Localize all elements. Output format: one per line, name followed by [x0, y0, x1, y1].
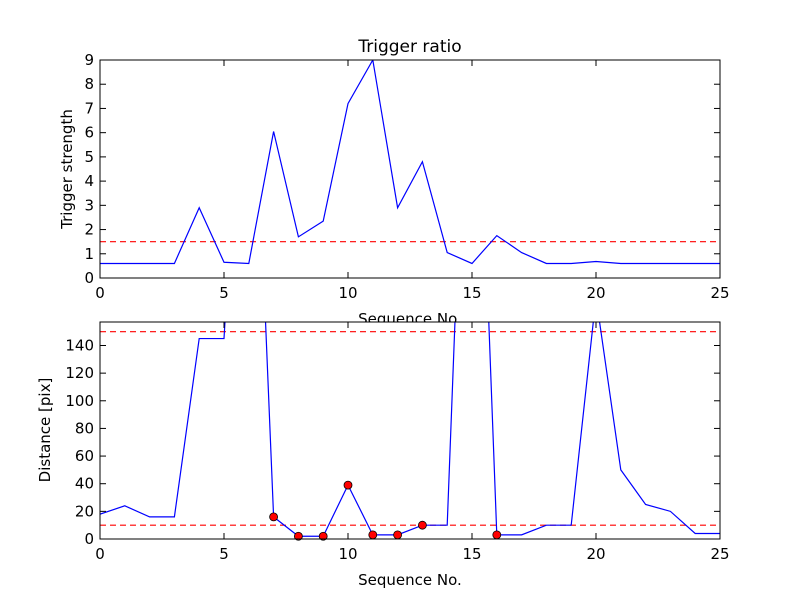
plot-content [100, 322, 720, 537]
x-tick-label: 15 [462, 284, 481, 302]
data-point-marker [417, 520, 427, 530]
data-point-marker [293, 531, 303, 541]
y-tick-label: 120 [65, 364, 94, 382]
data-point-marker [368, 530, 378, 540]
y-tick-label: 140 [65, 336, 94, 354]
data-point-marker [393, 530, 403, 540]
plot-area [100, 322, 720, 539]
data-point-marker [343, 480, 353, 490]
trigger-ratio-subplot: Trigger ratio Sequence No. Trigger stren… [58, 37, 730, 328]
y-tick-label: 8 [84, 75, 94, 93]
x-tick-label: 0 [95, 284, 105, 302]
series-line [100, 322, 720, 537]
data-point-marker [318, 531, 328, 541]
x-tick-label: 5 [219, 545, 229, 563]
x-tick-label: 20 [586, 545, 605, 563]
y-tick-label: 40 [75, 475, 94, 493]
y-tick-label: 3 [84, 196, 94, 214]
y-tick-label: 4 [84, 172, 94, 190]
axes-frame [99, 321, 721, 540]
distance-subplot: Sequence No. Distance [pix] 0 5 10 15 20 25 0 2… [36, 321, 730, 589]
y-tick-label: 0 [84, 269, 94, 287]
x-tick-label: 25 [710, 545, 729, 563]
y-tick-label: 6 [84, 124, 94, 142]
x-tick-label: 0 [95, 545, 105, 563]
chart-title: Trigger ratio [357, 37, 461, 57]
series-line [100, 60, 720, 265]
x-tick-label: 15 [462, 545, 481, 563]
y-tick-label: 2 [84, 221, 94, 239]
y-tick-label: 0 [84, 530, 94, 548]
y-tick-label: 5 [84, 148, 94, 166]
plot-area [100, 60, 720, 278]
data-point-marker [269, 512, 279, 522]
y-tick-label: 60 [75, 447, 94, 465]
axes-frame [99, 59, 721, 279]
data-point-marker [492, 530, 502, 540]
y-tick-label: 80 [75, 419, 94, 437]
plot-content [100, 60, 720, 265]
y-tick-label: 9 [84, 51, 94, 69]
x-tick-label: 10 [338, 284, 357, 302]
y-axis-label: Trigger strength [58, 109, 76, 230]
y-axis-label: Distance [pix] [36, 378, 54, 483]
y-tick-label: 20 [75, 502, 94, 520]
y-tick-label: 1 [84, 245, 94, 263]
x-tick-label: 25 [710, 284, 729, 302]
y-tick-label: 100 [65, 392, 94, 410]
x-tick-label: 10 [338, 545, 357, 563]
x-tick-label: 20 [586, 284, 605, 302]
y-tick-label: 7 [84, 99, 94, 117]
x-axis-label: Sequence No. [358, 571, 462, 589]
x-tick-label: 5 [219, 284, 229, 302]
